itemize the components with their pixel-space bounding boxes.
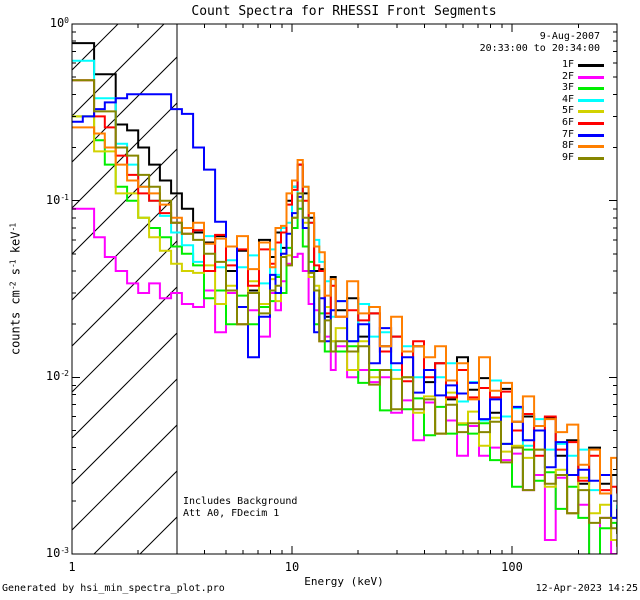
series-2F-curve [72, 207, 617, 554]
legend-label: 9F [561, 151, 574, 163]
legend-label: 1F [561, 59, 574, 70]
x-tick-label: 100 [501, 560, 523, 574]
legend-swatch [578, 122, 604, 125]
y-tick-label: 10-2 [45, 369, 69, 384]
legend-label: 8F [561, 140, 574, 152]
legend-swatch [578, 75, 604, 79]
footer-generated-by: Generated by hsi_min_spectra_plot.pro [2, 583, 225, 594]
legend-entry-9F: 9F [520, 152, 606, 164]
y-axis-label: counts cm-2 s-1 keV-1 [8, 223, 23, 356]
legend-label: 3F [561, 82, 574, 94]
y-tick-label: 10-3 [45, 546, 69, 560]
observation-time-range: 20:33:00 to 20:34:00 [479, 43, 600, 54]
legend-label: 6F [561, 117, 574, 128]
plot-frame [71, 23, 618, 555]
x-tick-label: 10 [284, 560, 300, 574]
y-tick-label: 100 [49, 16, 69, 30]
observation-date: 9-Aug-2007 [539, 31, 600, 42]
legend-swatch [578, 145, 604, 149]
series-9F-curve [72, 79, 617, 534]
axis-ticks [71, 23, 618, 555]
legend-entry-1F: 1F [520, 59, 606, 71]
legend-label: 4F [561, 93, 574, 105]
series-3F-curve [72, 115, 617, 554]
y-tick-label: 10-1 [45, 192, 69, 207]
legend-label: 5F [561, 105, 574, 117]
note-attenuator-state: Att A0, FDecim 1 [183, 508, 280, 519]
hatch-region [72, 24, 177, 554]
legend-swatch [578, 133, 604, 137]
legend-entry-5F: 5F [520, 105, 606, 117]
footer-timestamp: 12-Apr-2023 14:25 [535, 583, 638, 594]
legend-entry-2F: 2F [520, 71, 606, 83]
legend-label: 7F [561, 128, 574, 140]
legend-entry-8F: 8F [520, 140, 606, 152]
series-5F-curve [72, 115, 617, 547]
legend-swatch [578, 64, 604, 67]
legend-entry-4F: 4F [520, 94, 606, 106]
legend-swatch [578, 98, 604, 102]
legend-swatch [578, 110, 604, 114]
legend-entry-6F: 6F [520, 117, 606, 129]
x-tick-label: 1 [68, 560, 76, 574]
legend-entry-7F: 7F [520, 129, 606, 141]
page-title: Count Spectra for RHESSI Front Segments [191, 4, 497, 19]
legend-entry-3F: 3F [520, 82, 606, 94]
legend-swatch [578, 156, 604, 160]
legend-swatch [578, 87, 604, 91]
note-includes-background: Includes Background [183, 496, 298, 507]
x-axis-label: Energy (keV) [304, 575, 384, 588]
legend-label: 2F [561, 70, 574, 82]
